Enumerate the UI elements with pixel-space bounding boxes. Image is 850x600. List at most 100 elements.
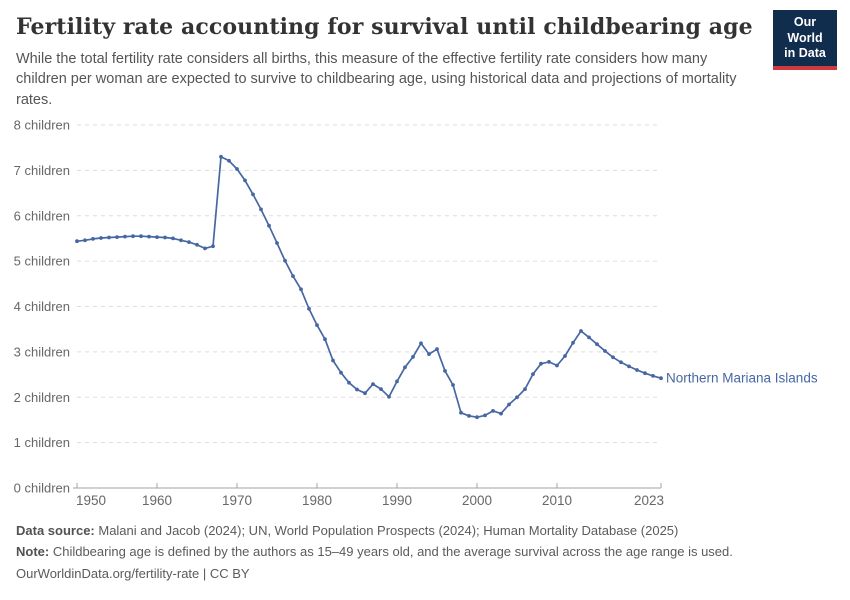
- data-point-1999: [467, 413, 471, 418]
- data-point-1951: [83, 238, 87, 243]
- data-point-1959: [147, 234, 151, 239]
- data-point-1970: [235, 166, 239, 171]
- data-point-2009: [547, 359, 551, 364]
- data-point-2004: [507, 402, 511, 407]
- owid-logo: Our World in Data: [773, 10, 837, 70]
- data-point-2012: [571, 340, 575, 345]
- data-point-2000: [475, 415, 479, 419]
- data-point-1968: [219, 154, 223, 159]
- y-tick-label-6: 6 children: [14, 208, 70, 223]
- note-label: Note:: [16, 544, 50, 560]
- note-text: Childbearing age is defined by the autho…: [49, 544, 733, 560]
- data-point-1985: [355, 387, 359, 392]
- data-point-1989: [387, 394, 391, 399]
- data-point-1971: [243, 178, 247, 183]
- data-point-1958: [139, 234, 143, 238]
- data-point-1964: [187, 240, 191, 244]
- data-point-1963: [179, 238, 183, 243]
- data-source-line: Data source: Malani and Jacob (2024); UN…: [16, 520, 834, 542]
- data-point-1974: [267, 223, 271, 228]
- chart-header: Fertility rate accounting for survival u…: [0, 0, 850, 110]
- fertility-line-chart-svg: 0 children 1 children 2 children 3 children…: [14, 117, 818, 508]
- y-tick-label-4: 4 children: [14, 299, 70, 314]
- data-point-2023: [659, 376, 663, 380]
- x-tick-label-2000: 2000: [462, 493, 492, 508]
- data-point-1965: [195, 242, 199, 247]
- chart-subtitle: While the total fertility rate considers…: [16, 51, 737, 108]
- data-point-2018: [619, 360, 623, 365]
- data-point-1986: [363, 391, 367, 395]
- data-point-1976: [283, 258, 287, 263]
- data-point-1953: [99, 235, 103, 240]
- data-point-1956: [123, 234, 127, 239]
- data-point-1991: [403, 365, 407, 370]
- data-point-1979: [307, 306, 311, 311]
- line-chart: 0 children 1 children 2 children 3 children…: [0, 112, 850, 514]
- owid-logo-line2: in Data: [784, 46, 826, 61]
- data-point-2003: [499, 411, 503, 416]
- note-line: Note: Childbearing age is defined by the…: [16, 541, 834, 563]
- data-point-1981: [323, 337, 327, 341]
- data-point-1969: [227, 158, 231, 163]
- data-point-1990: [395, 379, 399, 384]
- data-point-1978: [299, 287, 303, 292]
- data-point-1955: [115, 235, 119, 239]
- x-tick-label-1980: 1980: [302, 493, 332, 508]
- x-tick-label-1970: 1970: [222, 493, 252, 508]
- data-point-2011: [563, 353, 567, 358]
- data-point-2019: [627, 364, 631, 369]
- data-point-1966: [203, 246, 207, 251]
- data-point-1984: [347, 380, 351, 385]
- data-point-2017: [611, 355, 615, 360]
- data-point-1972: [251, 192, 255, 197]
- data-point-2021: [643, 371, 647, 375]
- data-point-1960: [155, 235, 159, 239]
- y-tick-label-8: 8 children: [14, 117, 70, 132]
- data-source-text: Malani and Jacob (2024); UN, World Popul…: [94, 522, 679, 538]
- data-point-1952: [91, 236, 95, 241]
- y-tick-label-1: 1 children: [14, 435, 70, 450]
- data-point-2008: [539, 361, 543, 366]
- y-tick-label-5: 5 children: [14, 254, 70, 269]
- data-point-1961: [163, 235, 167, 240]
- data-point-1994: [427, 352, 431, 356]
- x-tick-label-1950: 1950: [76, 493, 106, 508]
- series-line: [76, 155, 662, 418]
- data-point-2005: [515, 395, 519, 400]
- data-point-1982: [331, 358, 335, 363]
- data-point-2001: [483, 413, 487, 418]
- data-point-1996: [443, 368, 447, 373]
- x-tick-label-1960: 1960: [142, 493, 172, 508]
- data-point-1997: [451, 382, 455, 387]
- data-point-1995: [435, 347, 439, 351]
- data-point-1962: [171, 236, 175, 241]
- data-point-1992: [411, 354, 415, 359]
- data-source-label: Data source:: [16, 522, 95, 538]
- data-point-2007: [531, 372, 535, 376]
- x-tick-label-2023: 2023: [634, 493, 664, 508]
- data-point-2014: [587, 335, 591, 340]
- data-point-1977: [291, 274, 295, 278]
- chart-footer: Data source: Malani and Jacob (2024); UN…: [0, 514, 850, 585]
- license-line: OurWorldinData.org/fertility-rate | CC B…: [16, 566, 250, 582]
- data-point-1993: [419, 341, 423, 346]
- y-tick-label-7: 7 children: [14, 163, 70, 178]
- data-point-1998: [459, 410, 463, 415]
- data-point-2020: [635, 367, 639, 372]
- data-point-2006: [523, 387, 527, 391]
- data-point-1988: [379, 387, 383, 391]
- data-point-2022: [651, 373, 655, 378]
- data-point-1975: [275, 240, 279, 245]
- y-tick-label-0: 0 children: [14, 480, 70, 495]
- data-point-2010: [555, 363, 559, 368]
- data-point-1950: [75, 239, 79, 243]
- data-point-2016: [603, 348, 607, 353]
- data-point-1980: [315, 323, 319, 327]
- data-point-1967: [211, 244, 215, 248]
- data-point-1957: [131, 234, 135, 238]
- data-point-2015: [595, 342, 599, 346]
- data-point-1954: [107, 235, 111, 240]
- x-tick-label-2010: 2010: [542, 493, 572, 508]
- data-point-1987: [371, 382, 375, 386]
